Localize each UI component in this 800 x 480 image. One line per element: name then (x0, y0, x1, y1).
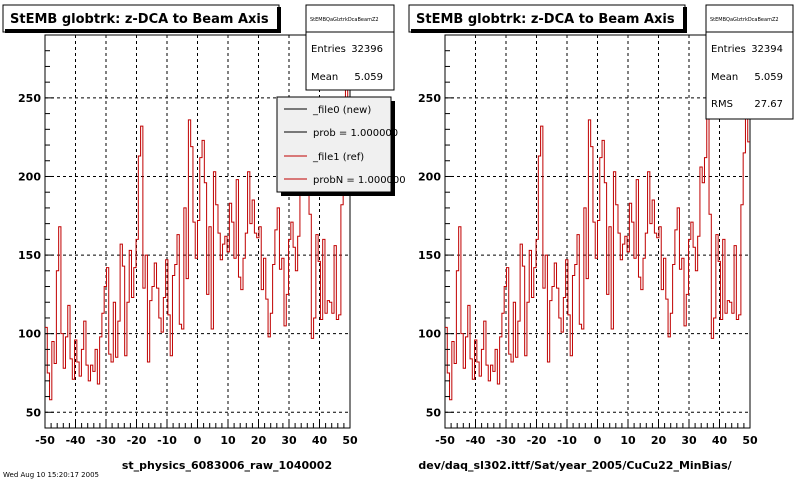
x-tick-label: 30 (681, 434, 697, 447)
histogram-series-line (45, 51, 350, 401)
legend-label-file1: _file1 (ref) (312, 152, 364, 163)
legend-label-prob: prob = 1.000000 (313, 128, 398, 139)
right-histogram (445, 51, 750, 401)
x-tick-label: 40 (312, 434, 328, 447)
right-stats-entries-label: Entries (711, 44, 746, 55)
histogram-series-line (445, 51, 750, 401)
x-tick-label: 20 (651, 434, 667, 447)
left-x-axis-label: st_physics_6083006_raw_1040002 (122, 459, 332, 472)
y-tick-label: 100 (18, 328, 41, 341)
legend-label-probn: probN = 1.000000 (313, 175, 406, 186)
x-tick-label: -20 (527, 434, 547, 447)
y-tick-label: 250 (418, 92, 441, 105)
left-axes: -50 -40 -30 -20 -10 0 10 20 30 40 50 50 100 150 200 250 (18, 34, 358, 447)
x-tick-label: 30 (281, 434, 297, 447)
right-stats-rms-value: 27.67 (754, 99, 783, 110)
left-stats-entries-label: Entries (311, 44, 346, 55)
y-tick-label: 50 (426, 406, 442, 419)
y-tick-label: 250 (18, 92, 41, 105)
x-tick-label: -50 (35, 434, 55, 447)
x-tick-label: -40 (66, 434, 86, 447)
right-stats-box (705, 4, 794, 120)
footer-timestamp: Wed Aug 10 15:20:17 2005 (3, 471, 99, 479)
right-stats-entries-value: 32394 (751, 44, 783, 55)
x-tick-label: 50 (342, 434, 358, 447)
y-tick-label: 150 (418, 249, 441, 262)
y-tick-label: 100 (418, 328, 441, 341)
x-tick-label: -30 (96, 434, 116, 447)
x-tick-label: 0 (194, 434, 202, 447)
left-stats-box (305, 4, 395, 91)
x-tick-label: -30 (496, 434, 516, 447)
y-tick-label: 200 (418, 170, 441, 183)
right-x-axis-label: dev/daq_sl302.ittf/Sat/year_2005/CuCu22_… (418, 459, 732, 472)
x-tick-label: 20 (251, 434, 267, 447)
right-histogram-panel: -50 -40 -30 -20 -10 0 10 20 30 40 50 50 100 150 200 250… (408, 4, 794, 472)
x-tick-label: -20 (127, 434, 147, 447)
y-tick-label: 200 (18, 170, 41, 183)
x-tick-label: 10 (620, 434, 636, 447)
left-legend: _file0 (new) prob = 1.000000 _file1 (ref… (276, 96, 406, 196)
y-tick-label: 150 (18, 249, 41, 262)
left-stats-entries-value: 32396 (351, 44, 383, 55)
right-axes: -50 -40 -30 -20 -10 0 10 20 30 40 50 50 100 150 200 250 (418, 34, 758, 447)
right-stats-mean-value: 5.059 (754, 72, 783, 83)
x-tick-label: -40 (466, 434, 486, 447)
right-stats-mean-label: Mean (711, 72, 738, 83)
x-tick-label: 40 (712, 434, 728, 447)
right-chart-title: StEMB globtrk: z-DCA to Beam Axis (416, 12, 675, 27)
x-tick-label: 50 (742, 434, 758, 447)
y-tick-label: 50 (26, 406, 42, 419)
right-stats-rms-label: RMS (711, 99, 733, 110)
x-tick-label: -50 (435, 434, 455, 447)
left-title-box (2, 4, 280, 33)
left-stats-name: StEMBQaGlztrkDcaBeamZ2 (310, 17, 379, 23)
x-tick-label: 10 (220, 434, 236, 447)
x-tick-label: -10 (557, 434, 577, 447)
legend-label-file0: _file0 (new) (312, 105, 371, 116)
x-tick-label: 0 (594, 434, 602, 447)
left-stats-mean-label: Mean (311, 72, 338, 83)
left-chart-title: StEMB globtrk: z-DCA to Beam Axis (10, 12, 269, 27)
left-histogram-panel: -50 -40 -30 -20 -10 0 10 20 30 40 50 50 100 150 200 250… (2, 4, 406, 472)
left-histogram (45, 51, 350, 401)
right-stats-name: StEMBQaGlztrkDcaBeamZ2 (710, 17, 779, 23)
left-stats-mean-value: 5.059 (354, 72, 383, 83)
x-tick-label: -10 (157, 434, 177, 447)
